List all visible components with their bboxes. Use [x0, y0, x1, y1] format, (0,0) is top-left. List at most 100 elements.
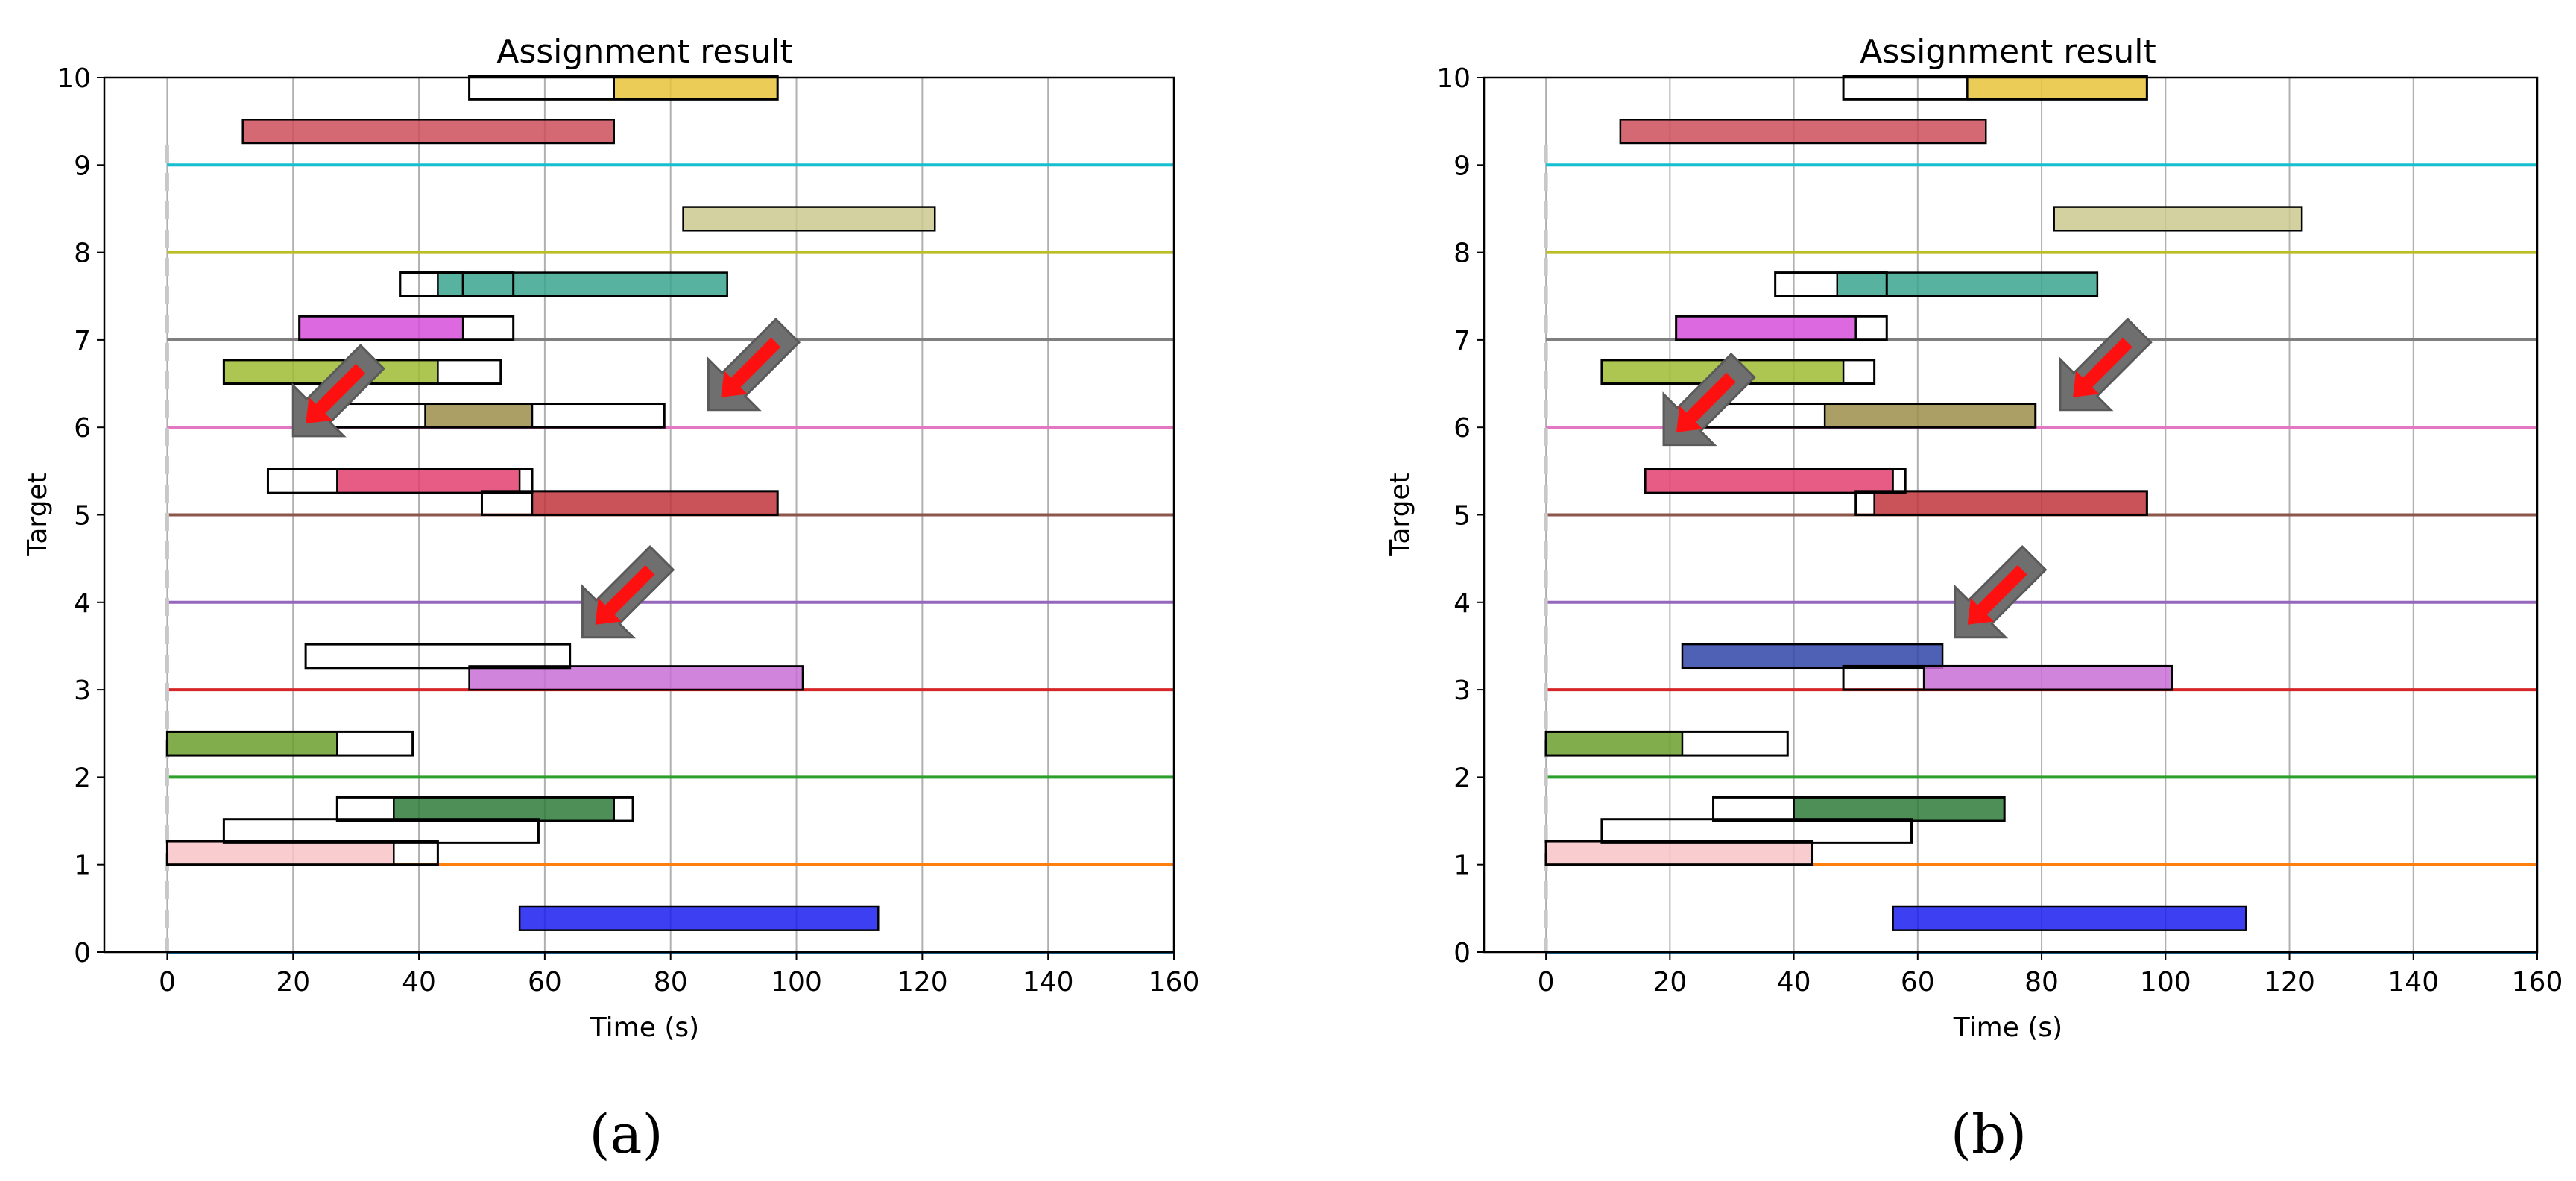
- time-window-bar: [1774, 271, 1888, 297]
- y-tick-label: 3: [74, 675, 91, 706]
- arrow-core-shape: [1967, 564, 2027, 625]
- time-window-bar: [1842, 75, 2148, 101]
- task-bar: [1922, 665, 2173, 691]
- y-tick-label: 9: [1453, 151, 1471, 181]
- task-bar: [1836, 271, 2099, 297]
- x-tick-label: 120: [897, 967, 948, 998]
- y-tick-label: 9: [74, 151, 91, 181]
- task-bar: [393, 796, 615, 822]
- x-tick-label: 100: [771, 967, 822, 998]
- y-tick-label: 6: [74, 413, 91, 444]
- y-tick-label: 1: [1453, 851, 1471, 881]
- task-bar: [531, 490, 779, 516]
- chart-panel-a: 0 20 40 60 80 100 120 140 160 0 1 2 3 4 5 6 7 8 9 10 Assignm…: [22, 33, 1199, 1165]
- task-bar: [613, 75, 779, 101]
- y-axis-label: Target: [1385, 473, 1415, 556]
- chart-title: Assignment result: [496, 33, 793, 71]
- task-bar: [1619, 119, 1987, 145]
- time-window-bar: [165, 840, 439, 866]
- y-axis-label: Target: [22, 473, 53, 556]
- x-tick-label: 160: [2512, 967, 2563, 998]
- task-bar: [1544, 840, 1813, 866]
- time-window-bar: [480, 490, 779, 516]
- arrow-core-shape: [2072, 337, 2133, 397]
- y-tick-label: 2: [74, 763, 91, 793]
- y-tick-label: 7: [74, 326, 91, 356]
- time-window-bar: [335, 796, 634, 822]
- arrow-core-shape: [1676, 372, 1736, 432]
- y-tick-label: 4: [1453, 588, 1471, 619]
- x-axis-label: Time (s): [1953, 1012, 2062, 1043]
- x-tick-label: 80: [654, 967, 688, 998]
- chart-title: Assignment result: [1860, 33, 2156, 71]
- x-axis-label: Time (s): [590, 1012, 699, 1043]
- x-tick-label: 20: [276, 967, 310, 998]
- task-bar: [1544, 731, 1684, 757]
- x-tick-label: 60: [1901, 967, 1935, 998]
- y-tick-label: 6: [1453, 413, 1471, 444]
- time-window-bar: [1675, 315, 1888, 341]
- y-tick-label: 7: [1453, 326, 1471, 356]
- task-bar: [1793, 796, 2006, 822]
- x-tick-label: 0: [159, 967, 176, 998]
- x-tick-label: 20: [1652, 967, 1687, 998]
- annotation-arrow: [707, 317, 801, 412]
- task-bar: [424, 403, 534, 429]
- time-window-bar: [304, 643, 572, 670]
- annotation-arrow: [291, 344, 385, 438]
- task-bar: [1873, 490, 2148, 516]
- y-tick-label: 8: [74, 239, 91, 269]
- task-bar: [242, 119, 615, 145]
- task-bar: [1966, 75, 2148, 101]
- annotation-arrow: [2059, 317, 2153, 412]
- x-tick-label: 160: [1149, 967, 1200, 998]
- task-bar: [1644, 468, 1894, 494]
- task-bar: [518, 905, 880, 931]
- y-tick-label: 1: [74, 851, 91, 881]
- annotation-arrow: [581, 544, 675, 639]
- y-tick-label: 5: [74, 501, 91, 532]
- task-bar: [2053, 206, 2303, 232]
- arrow-core-shape: [306, 364, 366, 423]
- task-bar: [468, 665, 804, 691]
- arrow-core-shape: [595, 564, 655, 625]
- y-tick-label: 10: [57, 63, 91, 94]
- time-window-bar: [1544, 730, 1789, 757]
- task-bar: [298, 315, 464, 341]
- x-tick-label: 100: [2140, 967, 2191, 998]
- y-tick-label: 5: [1453, 501, 1471, 532]
- task-bar: [1681, 643, 1944, 670]
- arrow-core-shape: [721, 337, 781, 397]
- time-window-bar: [468, 75, 779, 101]
- time-window-bar: [1644, 468, 1907, 494]
- x-tick-label: 40: [402, 967, 436, 998]
- annotation-arrow: [1954, 544, 2048, 639]
- y-tick-label: 0: [1453, 938, 1471, 969]
- time-window-bar: [1854, 490, 2148, 516]
- x-tick-label: 40: [1777, 967, 1811, 998]
- y-tick-label: 10: [1436, 63, 1471, 94]
- y-tick-label: 3: [1453, 675, 1471, 706]
- task-bar: [682, 206, 936, 232]
- y-tick-label: 4: [74, 588, 91, 619]
- annotation-arrow: [1662, 352, 1756, 447]
- time-window-bar: [266, 468, 534, 494]
- panel-caption: (b): [1951, 1103, 2027, 1165]
- x-tick-label: 0: [1538, 967, 1555, 998]
- time-window-bar: [1600, 818, 1913, 844]
- y-tick-label: 8: [1453, 239, 1471, 269]
- x-tick-label: 60: [528, 967, 562, 998]
- chart-panel-b: 0 20 40 60 80 100 120 140 160 0 1 2 3 4 5 6 7 8 9 10 Assignm…: [1385, 33, 2563, 1165]
- task-bar: [166, 731, 338, 757]
- x-tick-label: 140: [2387, 967, 2439, 998]
- task-bar: [437, 271, 728, 297]
- x-tick-label: 80: [2024, 967, 2059, 998]
- time-window-bar: [222, 818, 540, 844]
- panel-caption: (a): [589, 1103, 663, 1165]
- time-window-bar: [1544, 840, 1814, 866]
- task-bar: [1892, 905, 2247, 931]
- task-bar: [336, 468, 521, 494]
- time-window-bar: [165, 730, 414, 757]
- task-bar: [1675, 315, 1857, 341]
